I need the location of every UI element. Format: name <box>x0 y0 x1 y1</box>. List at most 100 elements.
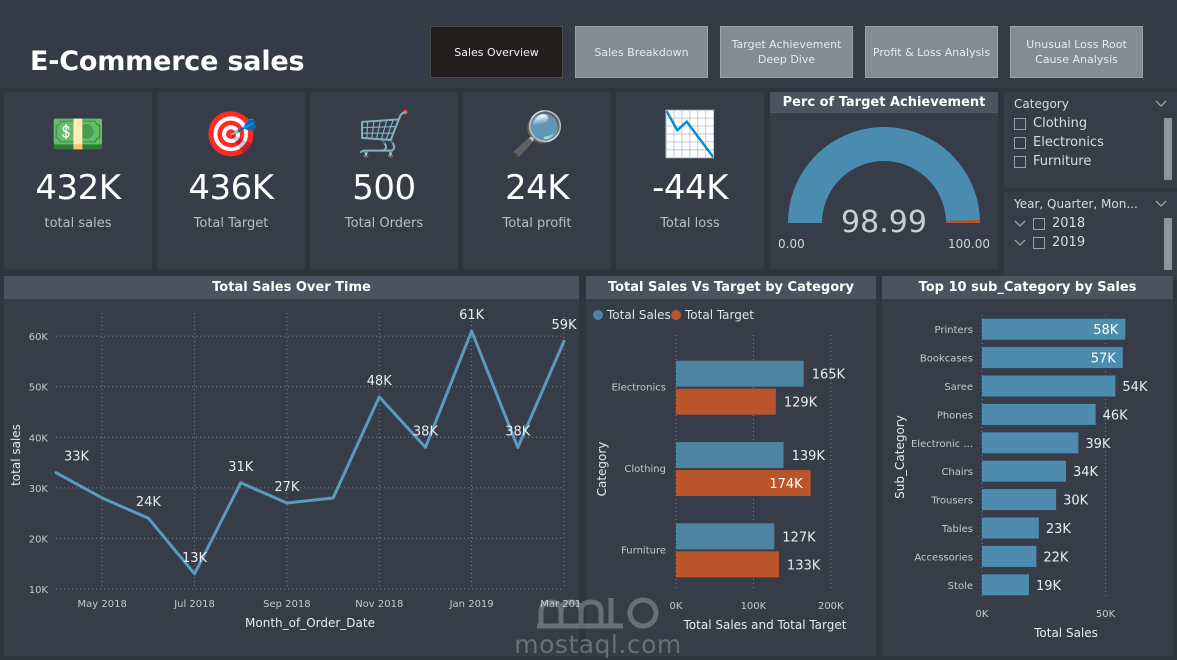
svg-text:Total Target: Total Target <box>684 308 754 322</box>
date-slicer-header[interactable]: Year, Quarter, Mon... <box>1004 192 1177 214</box>
svg-text:33K: 33K <box>64 450 90 465</box>
kpi-value: 24K <box>504 168 570 208</box>
svg-text:total sales: total sales <box>9 424 23 486</box>
svg-text:31K: 31K <box>228 460 254 475</box>
list-item-label: Electronics <box>1033 135 1104 150</box>
svg-text:59K: 59K <box>551 318 577 333</box>
category-slicer-title: Category <box>1014 97 1069 111</box>
tab-bar: Sales Overview Sales Breakdown Target Ac… <box>430 26 1143 78</box>
gauge-title: Perc of Target Achievement <box>770 92 998 113</box>
svg-text:23K: 23K <box>1046 522 1072 537</box>
money-icon: 💵 <box>50 109 106 160</box>
line-chart[interactable]: 10K 20K 30K 40K 50K 60K May 2018 Jul 2018 Sep 20… <box>4 299 588 660</box>
svg-text:0K: 0K <box>670 601 683 612</box>
list-item[interactable]: 2018 <box>1004 214 1177 233</box>
list-item[interactable]: Electronics <box>1004 133 1177 152</box>
checkbox[interactable] <box>1014 136 1026 149</box>
svg-text:38K: 38K <box>413 424 439 439</box>
checkbox[interactable] <box>1033 236 1045 249</box>
svg-text:Trousers: Trousers <box>930 496 973 507</box>
svg-text:19K: 19K <box>1036 579 1062 594</box>
category-slicer[interactable]: Category Clothing Electronics Furniture <box>1004 92 1177 188</box>
list-item-label: Furniture <box>1033 154 1092 169</box>
category-bar-chart-svg: Total Sales Total Target 0K 100K 200K 165K 129… <box>593 308 847 632</box>
top-subcategory-chart[interactable]: 0K 50K 58K Printers 57K Bookcases 54K Saree 46K P… <box>882 299 1173 660</box>
category-bar-chart[interactable]: Total Sales Total Target 0K 100K 200K 165K 129… <box>586 299 876 660</box>
kpi-card-total-sales[interactable]: 💵 432K total sales <box>4 92 152 269</box>
gauge-chart[interactable]: 98.99 0.00 100.00 <box>770 113 998 269</box>
svg-text:Chairs: Chairs <box>941 467 973 478</box>
svg-text:38K: 38K <box>505 424 531 439</box>
tab-profit-loss-analysis[interactable]: Profit & Loss Analysis <box>865 26 998 78</box>
chevron-down-icon[interactable] <box>1155 100 1167 108</box>
checkbox[interactable] <box>1033 217 1045 230</box>
kpi-card-total-loss[interactable]: 📉 -44K Total loss <box>616 92 764 269</box>
kpi-value: 500 <box>352 168 416 208</box>
kpi-value: 432K <box>35 168 121 208</box>
list-item-label: 2019 <box>1052 235 1086 250</box>
svg-text:Jan 2019: Jan 2019 <box>449 599 494 610</box>
gauge-value: 98.99 <box>841 205 927 240</box>
svg-text:Sub_Category: Sub_Category <box>893 415 907 499</box>
page-title: E-Commerce sales <box>30 46 305 77</box>
svg-text:Nov 2018: Nov 2018 <box>355 599 403 610</box>
scrollbar[interactable] <box>1164 218 1172 270</box>
gauge-arc-svg <box>788 127 980 223</box>
kpi-value: 436K <box>188 168 274 208</box>
svg-text:165K: 165K <box>812 368 846 383</box>
top-subcategory-chart-panel: Top 10 sub_Category by Sales 0K 50K 58K Pri… <box>882 276 1173 656</box>
svg-text:Month_of_Order_Date: Month_of_Order_Date <box>245 616 375 630</box>
kpi-card-row: 💵 432K total sales 🎯 436K Total Target 🛒… <box>4 92 764 269</box>
kpi-card-total-target[interactable]: 🎯 436K Total Target <box>157 92 305 269</box>
list-item-label: 2018 <box>1052 216 1086 231</box>
line-chart-panel: Total Sales Over Time 10K 20K 30K 40K 50K 60K… <box>4 276 588 656</box>
list-item[interactable]: Furniture <box>1004 152 1177 171</box>
line-chart-svg: 10K 20K 30K 40K 50K 60K May 2018 Jul 2018 Sep 20… <box>9 308 588 630</box>
svg-text:30K: 30K <box>29 484 49 495</box>
tab-sales-breakdown[interactable]: Sales Breakdown <box>575 26 708 78</box>
target-icon: 🎯 <box>203 109 259 160</box>
svg-text:Accessories: Accessories <box>914 552 973 563</box>
list-item[interactable]: 2019 <box>1004 233 1177 252</box>
svg-text:58K: 58K <box>1093 323 1119 338</box>
date-hierarchy-slicer[interactable]: Year, Quarter, Mon... 2018 <box>1004 192 1177 280</box>
kpi-card-total-orders[interactable]: 🛒 500 Total Orders <box>310 92 458 269</box>
svg-text:54K: 54K <box>1122 380 1148 395</box>
expand-chevron-icon[interactable] <box>1014 220 1026 228</box>
svg-text:May 2018: May 2018 <box>78 599 127 610</box>
shopping-cart-icon: 🛒 <box>356 109 412 160</box>
date-slicer-list[interactable]: 2018 2019 <box>1004 214 1177 280</box>
checkbox[interactable] <box>1014 117 1026 130</box>
scrollbar[interactable] <box>1164 118 1172 180</box>
kpi-label: Total profit <box>502 216 572 231</box>
svg-text:57K: 57K <box>1091 352 1117 367</box>
svg-text:60K: 60K <box>29 332 49 343</box>
svg-text:100K: 100K <box>741 601 767 612</box>
tab-target-achievement-deep-dive[interactable]: Target Achievement Deep Dive <box>720 26 853 78</box>
list-item[interactable]: Clothing <box>1004 114 1177 133</box>
tab-unusual-loss-root-cause-analysis[interactable]: Unusual Loss Root Cause Analysis <box>1010 26 1143 78</box>
svg-text:39K: 39K <box>1085 437 1111 452</box>
chevron-down-icon[interactable] <box>1155 200 1167 208</box>
svg-text:61K: 61K <box>459 308 485 323</box>
svg-text:30K: 30K <box>1063 494 1089 509</box>
svg-text:129K: 129K <box>784 396 818 411</box>
svg-text:Stole: Stole <box>948 581 973 592</box>
kpi-label: Total Orders <box>344 216 424 231</box>
checkbox[interactable] <box>1014 155 1026 168</box>
svg-text:174K: 174K <box>769 477 803 492</box>
gauge-max-label: 100.00 <box>948 237 990 251</box>
tab-sales-overview[interactable]: Sales Overview <box>430 26 563 78</box>
gauge-min-label: 0.00 <box>778 237 805 251</box>
category-bar-chart-panel: Total Sales Vs Target by Category Total … <box>586 276 876 656</box>
svg-text:27K: 27K <box>274 480 300 495</box>
category-slicer-header[interactable]: Category <box>1004 92 1177 114</box>
svg-text:Category: Category <box>595 442 609 497</box>
svg-text:Bookcases: Bookcases <box>920 354 973 365</box>
svg-text:Tables: Tables <box>941 524 973 535</box>
expand-chevron-icon[interactable] <box>1014 239 1026 247</box>
kpi-card-total-profit[interactable]: 🔎 24K Total profit <box>463 92 611 269</box>
category-slicer-list[interactable]: Clothing Electronics Furniture <box>1004 114 1177 188</box>
svg-text:Total Sales: Total Sales <box>1033 626 1098 640</box>
